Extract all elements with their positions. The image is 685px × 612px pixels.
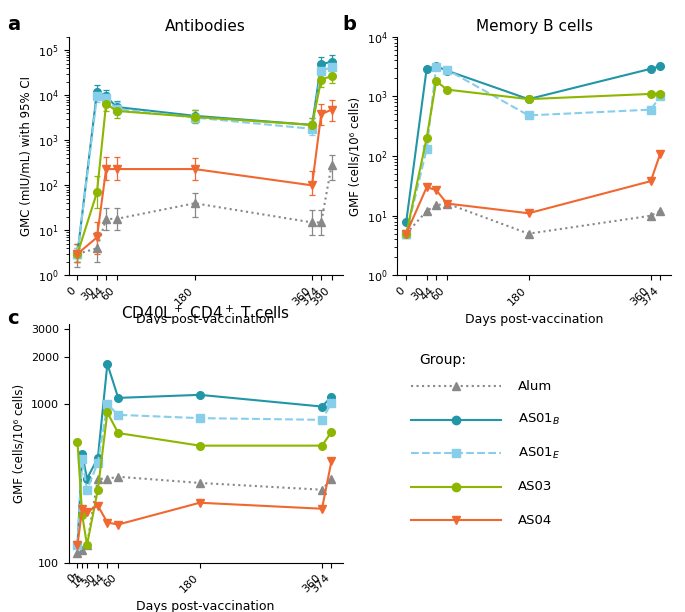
- Text: Group:: Group:: [419, 353, 466, 367]
- Text: a: a: [7, 15, 20, 34]
- Y-axis label: GMC (mIU/mL) with 95% CI: GMC (mIU/mL) with 95% CI: [19, 76, 32, 236]
- Text: b: b: [342, 15, 356, 34]
- Text: AS04: AS04: [518, 513, 552, 526]
- Title: Antibodies: Antibodies: [165, 19, 246, 34]
- X-axis label: Days post-vaccination: Days post-vaccination: [465, 313, 603, 326]
- Text: Alum: Alum: [518, 380, 552, 393]
- Text: AS01$_E$: AS01$_E$: [518, 446, 560, 461]
- Text: AS01$_B$: AS01$_B$: [518, 412, 560, 427]
- Title: CD40L$^+$ CD4$^+$ T cells: CD40L$^+$ CD4$^+$ T cells: [121, 305, 290, 322]
- Y-axis label: GMF (cells/10⁶ cells): GMF (cells/10⁶ cells): [348, 97, 361, 215]
- Text: c: c: [7, 309, 18, 328]
- Text: AS03: AS03: [518, 480, 552, 493]
- X-axis label: Days post-vaccination: Days post-vaccination: [136, 600, 275, 612]
- Y-axis label: GMF (cells/10⁶ cells): GMF (cells/10⁶ cells): [12, 384, 25, 503]
- X-axis label: Days post-vaccination: Days post-vaccination: [136, 313, 275, 326]
- Title: Memory B cells: Memory B cells: [476, 19, 593, 34]
